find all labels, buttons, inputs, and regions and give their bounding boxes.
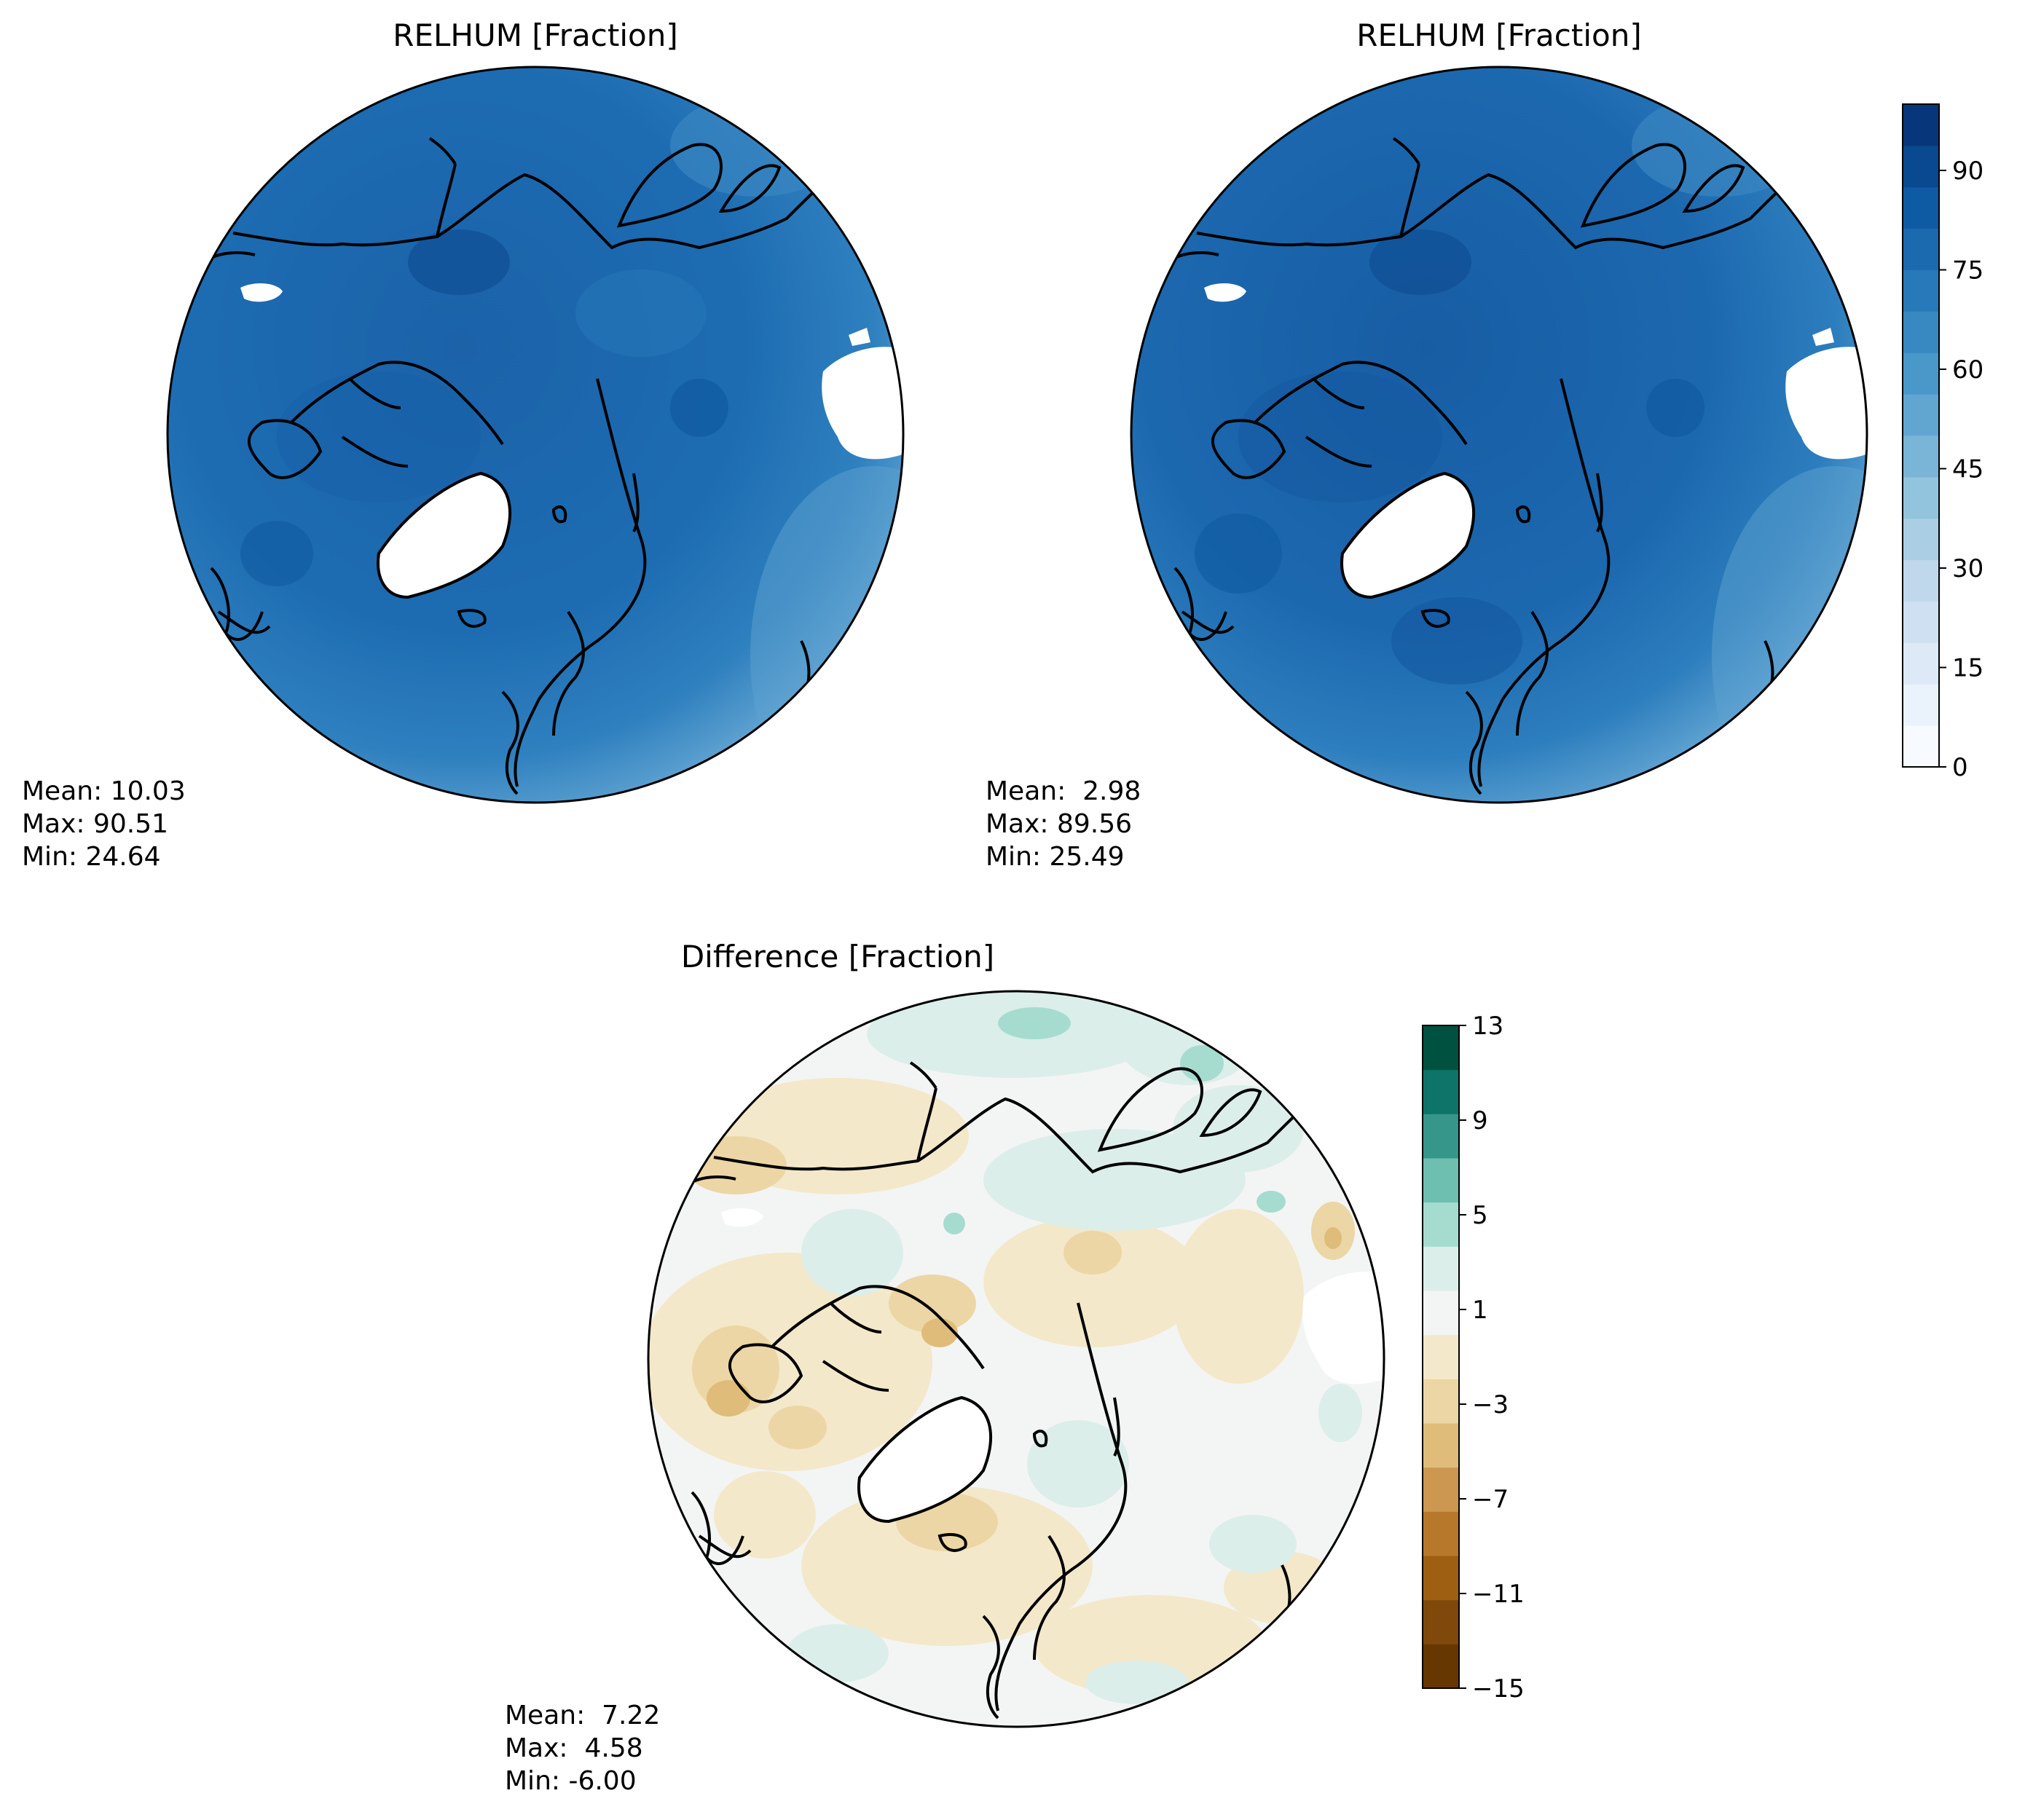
panel-1-stats: Mean: 10.03 Max: 90.51 Min: 24.64 [22, 776, 186, 872]
panel-2-boundary [1130, 66, 1868, 804]
panel-3-min: Min: -6.00 [505, 1766, 637, 1796]
relhum-colorbar-tick-label: 15 [1952, 654, 1983, 683]
difference-colorbar-segment [1423, 1025, 1459, 1071]
difference-colorbar-tick-label: 9 [1472, 1106, 1488, 1135]
relhum-colorbar-segment [1903, 725, 1939, 768]
difference-colorbar-segment [1423, 1202, 1459, 1247]
panel-1-min: Min: 24.64 [22, 842, 161, 872]
relhum-colorbar-tick-label: 0 [1952, 753, 1968, 782]
relhum-colorbar-segment [1903, 269, 1939, 312]
difference-colorbar-segment [1423, 1644, 1459, 1689]
relhum-colorbar-tick-label: 90 [1952, 157, 1983, 186]
relhum-colorbar-tick-label: 45 [1952, 455, 1983, 484]
difference-colorbar-tick-label: 1 [1472, 1296, 1488, 1325]
relhum-colorbar-segment [1903, 559, 1939, 602]
panel-2-min: Min: 25.49 [986, 842, 1125, 872]
panel-3-boundary [647, 990, 1385, 1728]
panel-2-field [1131, 67, 1867, 803]
relhum-colorbar-frame [1902, 103, 1940, 768]
relhum-colorbar-segment [1903, 684, 1939, 726]
panel-2-mean: Mean: 2.98 [986, 776, 1141, 806]
difference-colorbar-tick-label: −15 [1472, 1674, 1525, 1703]
difference-colorbar-tick-label: 13 [1472, 1012, 1503, 1041]
difference-colorbar-segment [1423, 1599, 1459, 1644]
difference-colorbar-frame [1422, 1025, 1460, 1689]
panel-1-max: Max: 90.51 [22, 809, 168, 839]
panel-2-title: RELHUM [Fraction] [1356, 17, 1641, 53]
panel-3-max: Max: 4.58 [505, 1733, 643, 1763]
panel-3-field [648, 991, 1384, 1727]
relhum-colorbar-segment [1903, 642, 1939, 685]
relhum-colorbar-segment [1903, 394, 1939, 436]
difference-colorbar-tick-label: −11 [1472, 1580, 1525, 1609]
relhum-colorbar-segment [1903, 601, 1939, 643]
difference-colorbar-segment [1423, 1467, 1459, 1512]
panel-3-stats: Mean: 7.22 Max: 4.58 Min: -6.00 [505, 1701, 660, 1796]
difference-colorbar-segment [1423, 1291, 1459, 1336]
difference-colorbar-segment [1423, 1511, 1459, 1556]
panel-1-boundary [166, 66, 905, 804]
relhum-colorbar-segment [1903, 186, 1939, 229]
difference-colorbar-tick-label: −7 [1472, 1485, 1509, 1514]
difference-colorbar-segment [1423, 1379, 1459, 1424]
difference-colorbar-tick-label: 5 [1472, 1201, 1488, 1230]
difference-colorbar-segment [1423, 1246, 1459, 1291]
relhum-colorbar: 0 15 30 45 60 75 90 [1902, 103, 1983, 782]
panel-2-max: Max: 89.56 [986, 809, 1132, 839]
difference-colorbar-segment [1423, 1423, 1459, 1468]
difference-colorbar-segment [1423, 1334, 1459, 1379]
relhum-colorbar-tick-label: 75 [1952, 256, 1983, 285]
difference-colorbar: 13 9 5 1 −3 −7 −11 −15 [1422, 1012, 1525, 1703]
relhum-colorbar-segment [1903, 104, 1939, 146]
panel-1-title: RELHUM [Fraction] [393, 17, 677, 53]
map-panel-1: RELHUM [Fraction] [22, 17, 905, 872]
relhum-colorbar-tick-label: 60 [1952, 355, 1983, 385]
panel-3-mean: Mean: 7.22 [505, 1701, 660, 1730]
map-panel-2: RELHUM [Fraction] [986, 17, 1868, 872]
panel-3-title: Difference [Fraction] [681, 939, 994, 974]
map-panel-difference: Difference [Fraction] [505, 939, 1385, 1796]
panel-2-stats: Mean: 2.98 Max: 89.56 Min: 25.49 [986, 776, 1141, 872]
relhum-colorbar-segment [1903, 145, 1939, 188]
difference-colorbar-segment [1423, 1158, 1459, 1203]
difference-colorbar-segment [1423, 1556, 1459, 1601]
panel-1-field [168, 67, 903, 803]
relhum-colorbar-segment [1903, 476, 1939, 519]
difference-colorbar-segment [1423, 1114, 1459, 1159]
relhum-colorbar-segment [1903, 352, 1939, 395]
relhum-colorbar-tick-label: 30 [1952, 554, 1983, 583]
difference-colorbar-segment [1423, 1069, 1459, 1114]
panel-1-mean: Mean: 10.03 [22, 776, 186, 806]
relhum-colorbar-segment [1903, 311, 1939, 353]
relhum-colorbar-segment [1903, 228, 1939, 270]
difference-colorbar-tick-label: −3 [1472, 1390, 1509, 1419]
relhum-colorbar-segment [1903, 436, 1939, 478]
relhum-colorbar-segment [1903, 518, 1939, 561]
